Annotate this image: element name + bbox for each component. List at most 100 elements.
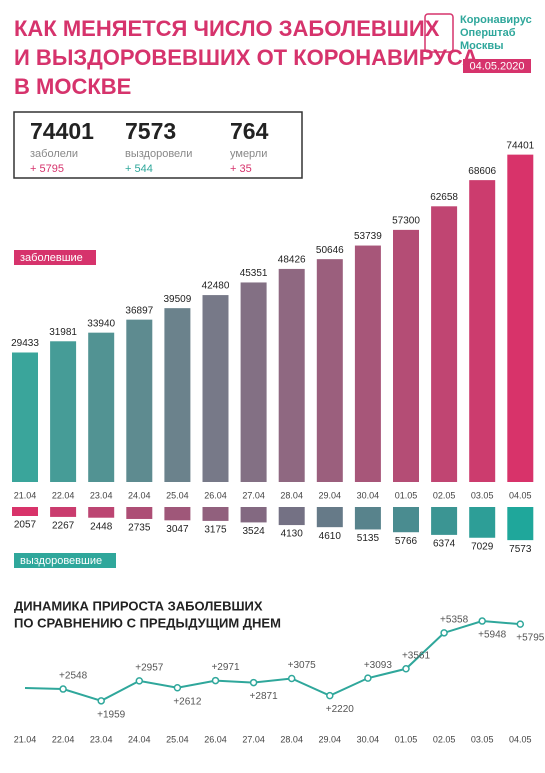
bar xyxy=(431,206,458,482)
value-label: 33940 xyxy=(87,318,115,329)
value-label: 50646 xyxy=(316,245,344,256)
value-label: 3047 xyxy=(166,524,189,535)
title-line: В МОСКВЕ xyxy=(14,74,131,99)
value-label: 42480 xyxy=(202,281,230,292)
bar xyxy=(431,507,458,535)
bar xyxy=(88,507,115,518)
value-label: 68606 xyxy=(468,166,496,177)
label-box xyxy=(14,553,116,568)
x-tick-label: 25.04 xyxy=(166,490,189,500)
x-tick-label: 29.04 xyxy=(319,490,342,500)
stat-value: 764 xyxy=(230,118,269,144)
stat-delta: + 5795 xyxy=(30,163,64,175)
x-tick-label: 21.04 xyxy=(14,734,37,744)
line-title: ДИНАМИКА ПРИРОСТА ЗАБОЛЕВШИХ xyxy=(14,598,263,613)
bar xyxy=(469,507,496,538)
value-label: 3175 xyxy=(204,525,227,536)
series-label: заболевшие xyxy=(20,252,83,264)
value-label: +3093 xyxy=(364,660,393,671)
stat-label: заболели xyxy=(30,148,78,160)
value-label: 4130 xyxy=(281,529,304,540)
bar xyxy=(50,341,77,482)
point xyxy=(173,684,182,692)
bar xyxy=(88,332,115,482)
logo-text: Коронавирус xyxy=(460,14,532,26)
bar xyxy=(12,507,38,516)
value-label: 7573 xyxy=(509,544,532,555)
point xyxy=(402,665,410,673)
date: 04.05.2020 xyxy=(469,60,524,72)
value-label: +5948 xyxy=(478,630,507,641)
point xyxy=(97,697,105,705)
value-label: 36897 xyxy=(125,305,153,316)
value-label: +5795 xyxy=(516,633,545,644)
bar xyxy=(126,319,153,482)
bar xyxy=(507,154,534,482)
value-label: 57300 xyxy=(392,216,420,227)
x-tick-label: 24.04 xyxy=(128,734,151,744)
x-tick-label: 02.05 xyxy=(433,490,456,500)
value-label: +5358 xyxy=(440,614,469,625)
x-tick-label: 27.04 xyxy=(242,734,265,744)
x-tick-label: 29.04 xyxy=(319,734,342,744)
x-tick-label: 03.05 xyxy=(471,734,494,744)
value-label: 31981 xyxy=(49,327,77,338)
point xyxy=(326,691,334,700)
bar xyxy=(316,507,343,528)
value-label: 74401 xyxy=(506,140,534,151)
point xyxy=(440,629,448,637)
value-label: 2448 xyxy=(90,521,113,532)
bar xyxy=(278,268,305,482)
stat-label: выздоровели xyxy=(125,148,192,160)
x-tick-label: 26.04 xyxy=(204,734,227,744)
value-label: 2057 xyxy=(14,520,37,531)
bar xyxy=(202,295,229,482)
date-box xyxy=(463,59,531,73)
x-tick-label: 02.05 xyxy=(433,734,456,744)
bar xyxy=(164,507,191,521)
value-label: 2735 xyxy=(128,523,151,534)
value-label: +2971 xyxy=(211,662,240,673)
x-tick-label: 04.05 xyxy=(509,490,532,500)
point xyxy=(211,676,220,685)
value-label: 62658 xyxy=(430,192,458,203)
value-label: 3524 xyxy=(242,526,265,537)
point xyxy=(478,617,486,625)
value-label: +2220 xyxy=(326,704,355,715)
x-tick-label: 03.05 xyxy=(471,490,494,500)
stat-delta: + 35 xyxy=(230,163,252,175)
point xyxy=(364,674,372,682)
label-box xyxy=(14,250,96,265)
value-label: 5766 xyxy=(395,536,418,547)
x-tick-label: 22.04 xyxy=(52,490,75,500)
stat-value: 7573 xyxy=(125,118,176,144)
title-line: И ВЫЗДОРОВЕВШИХ ОТ КОРОНАВИРУСА xyxy=(14,45,478,70)
x-tick-label: 27.04 xyxy=(242,490,265,500)
x-tick-label: 30.04 xyxy=(357,490,380,500)
line-title: ПО СРАВНЕНИЮ С ПРЕДЫДУЩИМ ДНЕМ xyxy=(14,615,281,630)
bar xyxy=(469,180,496,482)
x-tick-label: 23.04 xyxy=(90,734,113,744)
value-label: +1959 xyxy=(97,709,126,720)
value-label: 53739 xyxy=(354,231,382,242)
value-label: 39509 xyxy=(163,294,191,305)
value-label: +3075 xyxy=(288,660,317,671)
x-tick-label: 01.05 xyxy=(395,734,418,744)
point xyxy=(516,620,525,628)
value-label: 5135 xyxy=(357,533,380,544)
line xyxy=(24,620,521,702)
x-tick-label: 26.04 xyxy=(204,490,227,500)
x-tick-label: 01.05 xyxy=(395,490,418,500)
logo-icon xyxy=(424,13,454,53)
bar xyxy=(393,229,419,482)
stats-box xyxy=(13,111,303,179)
value-label: +2612 xyxy=(173,696,202,707)
point xyxy=(135,677,144,685)
point xyxy=(59,685,67,693)
logo-text: Оперштаб xyxy=(460,27,516,39)
bar xyxy=(393,507,419,533)
value-label: 4610 xyxy=(319,531,342,542)
value-label: +2548 xyxy=(59,671,88,682)
bar xyxy=(240,507,267,523)
bar xyxy=(354,507,381,530)
